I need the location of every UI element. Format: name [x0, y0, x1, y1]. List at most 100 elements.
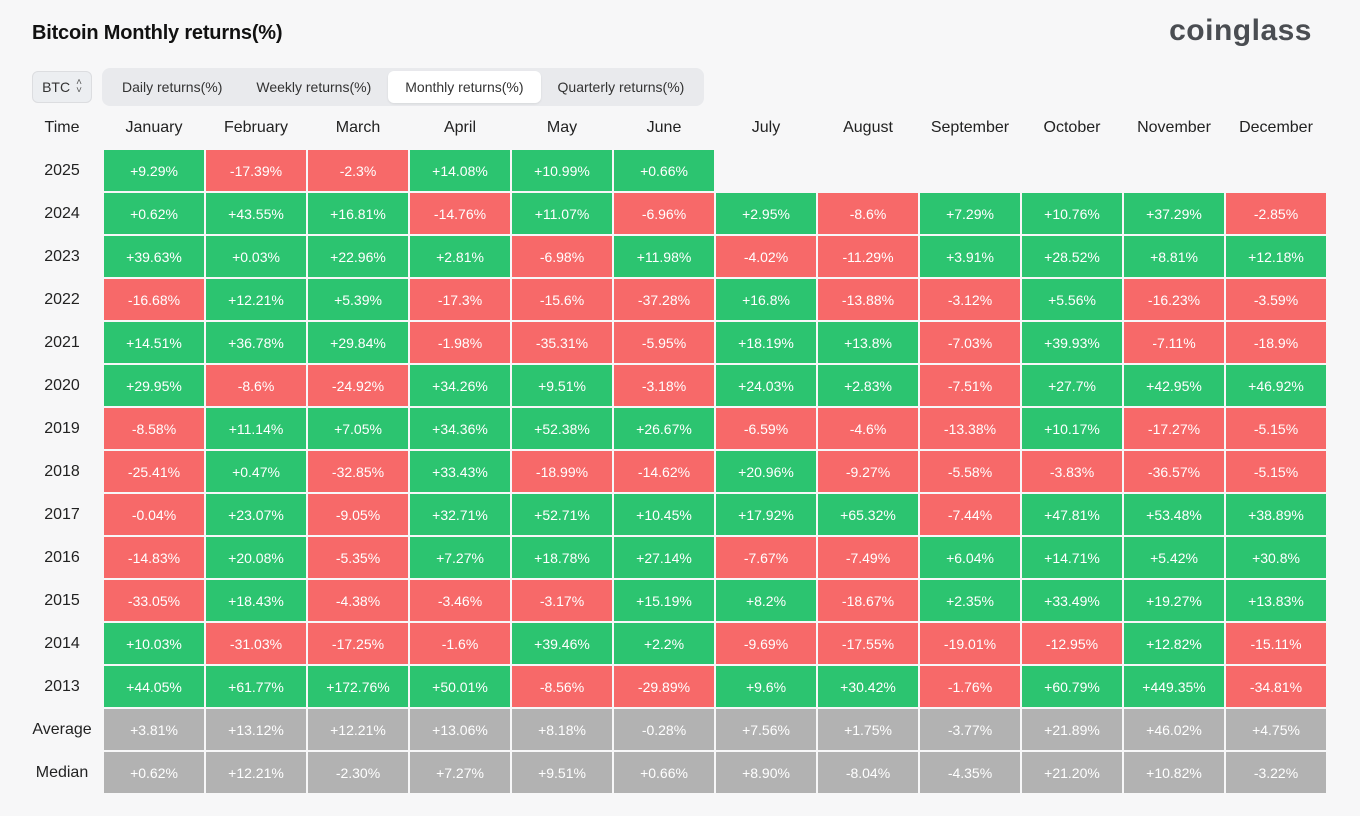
return-cell: +10.76% — [1022, 193, 1122, 234]
table-row: 2025 +9.29% -17.39% -2.3% +14.08% +10.99% +0.6… — [22, 150, 1326, 191]
summary-cell: +8.18% — [512, 709, 612, 750]
return-cell: +449.35% — [1124, 666, 1224, 707]
return-cell: -2.3% — [308, 150, 408, 191]
table-row: 2019 -8.58% +11.14% +7.05% +34.36% +52.38% +26… — [22, 408, 1326, 449]
return-cell: +65.32% — [818, 494, 918, 535]
year-label: 2018 — [44, 462, 80, 480]
return-cell: +9.29% — [104, 150, 204, 191]
return-cell: -2.85% — [1226, 193, 1326, 234]
return-cell — [818, 150, 918, 191]
table-row: 2022 -16.68% +12.21% +5.39% -17.3% -15.6% -37.… — [22, 279, 1326, 320]
month-header-october: October — [1043, 119, 1101, 136]
return-cell: +29.84% — [308, 322, 408, 363]
return-cell: -7.03% — [920, 322, 1020, 363]
return-cell: +33.43% — [410, 451, 510, 492]
return-cell: +18.19% — [716, 322, 816, 363]
return-cell: +13.83% — [1226, 580, 1326, 621]
year-label: 2022 — [44, 290, 80, 308]
return-cell: +27.14% — [614, 537, 714, 578]
summary-cell: -4.35% — [920, 752, 1020, 793]
return-cell: -8.6% — [818, 193, 918, 234]
return-cell: -7.49% — [818, 537, 918, 578]
summary-row-average: Average +3.81% +13.12% +12.21% +13.06% +8.18%… — [22, 709, 1326, 750]
return-cell: -4.02% — [716, 236, 816, 277]
return-cell: +2.81% — [410, 236, 510, 277]
return-cell: +23.07% — [206, 494, 306, 535]
return-cell: -35.31% — [512, 322, 612, 363]
summary-cell: -3.77% — [920, 709, 1020, 750]
return-cell: -14.62% — [614, 451, 714, 492]
table-row: 2020 +29.95% -8.6% -24.92% +34.26% +9.51% -3.1… — [22, 365, 1326, 406]
return-cell: +0.62% — [104, 193, 204, 234]
return-cell: +16.8% — [716, 279, 816, 320]
tab-quarterly-returns[interactable]: Quarterly returns(%) — [557, 79, 685, 95]
return-cell: -8.6% — [206, 365, 306, 406]
return-cell: -4.6% — [818, 408, 918, 449]
return-cell: +10.45% — [614, 494, 714, 535]
return-cell: +36.78% — [206, 322, 306, 363]
return-cell: +11.98% — [614, 236, 714, 277]
return-cell: +53.48% — [1124, 494, 1224, 535]
month-header-june: June — [646, 119, 682, 136]
return-cell: +0.03% — [206, 236, 306, 277]
return-cell: +17.92% — [716, 494, 816, 535]
return-cell: -25.41% — [104, 451, 204, 492]
return-cell: -1.98% — [410, 322, 510, 363]
return-cell: -5.35% — [308, 537, 408, 578]
return-cell: +11.14% — [206, 408, 306, 449]
summary-row-median: Median +0.62% +12.21% -2.30% +7.27% +9.51% +0.… — [22, 752, 1326, 793]
return-cell: -3.59% — [1226, 279, 1326, 320]
return-cell: -9.69% — [716, 623, 816, 664]
return-cell — [716, 150, 816, 191]
return-cell: +2.2% — [614, 623, 714, 664]
return-cell — [1022, 150, 1122, 191]
return-cell: +24.03% — [716, 365, 816, 406]
year-label: 2019 — [44, 419, 80, 437]
return-cell: -5.15% — [1226, 451, 1326, 492]
summary-cell: +46.02% — [1124, 709, 1224, 750]
summary-cell: -2.30% — [308, 752, 408, 793]
return-cell: -31.03% — [206, 623, 306, 664]
return-cell: +14.51% — [104, 322, 204, 363]
month-header-january: January — [125, 119, 183, 136]
return-cell: -36.57% — [1124, 451, 1224, 492]
return-cell: -17.3% — [410, 279, 510, 320]
return-cell: +8.2% — [716, 580, 816, 621]
return-cell: +44.05% — [104, 666, 204, 707]
return-cell: +11.07% — [512, 193, 612, 234]
return-cell: +52.38% — [512, 408, 612, 449]
return-cell: +39.63% — [104, 236, 204, 277]
year-label: 2024 — [44, 204, 80, 222]
year-label: 2017 — [44, 505, 80, 523]
year-label: 2016 — [44, 548, 80, 566]
asset-select[interactable]: BTC ˄ ˅ — [32, 71, 92, 103]
summary-cell: +0.62% — [104, 752, 204, 793]
tab-daily-returns[interactable]: Daily returns(%) — [122, 79, 223, 95]
return-cell: -37.28% — [614, 279, 714, 320]
return-cell: -16.23% — [1124, 279, 1224, 320]
tab-weekly-returns[interactable]: Weekly returns(%) — [256, 79, 372, 95]
return-cell: -9.27% — [818, 451, 918, 492]
tab-monthly-returns[interactable]: Monthly returns(%) — [388, 71, 541, 103]
return-cell: +9.6% — [716, 666, 816, 707]
return-cell: -4.38% — [308, 580, 408, 621]
return-cell: +47.81% — [1022, 494, 1122, 535]
return-cell: -3.83% — [1022, 451, 1122, 492]
return-cell: +14.71% — [1022, 537, 1122, 578]
return-cell: -12.95% — [1022, 623, 1122, 664]
coinglass-logo: coinglass — [1169, 14, 1312, 47]
return-cell: +34.36% — [410, 408, 510, 449]
return-cell: +39.93% — [1022, 322, 1122, 363]
return-cell: -7.67% — [716, 537, 816, 578]
controls-bar: BTC ˄ ˅ Daily returns(%) Weekly returns(%… — [32, 68, 705, 106]
table-row: 2018 -25.41% +0.47% -32.85% +33.43% -18.99% -1… — [22, 451, 1326, 492]
asset-select-value: BTC — [42, 79, 71, 95]
return-cell: +22.96% — [308, 236, 408, 277]
return-cell: +0.66% — [614, 150, 714, 191]
return-cell: +2.95% — [716, 193, 816, 234]
summary-cell: +8.90% — [716, 752, 816, 793]
return-cell: -14.76% — [410, 193, 510, 234]
return-cell — [920, 150, 1020, 191]
return-cell: +30.8% — [1226, 537, 1326, 578]
summary-cell: +13.06% — [410, 709, 510, 750]
